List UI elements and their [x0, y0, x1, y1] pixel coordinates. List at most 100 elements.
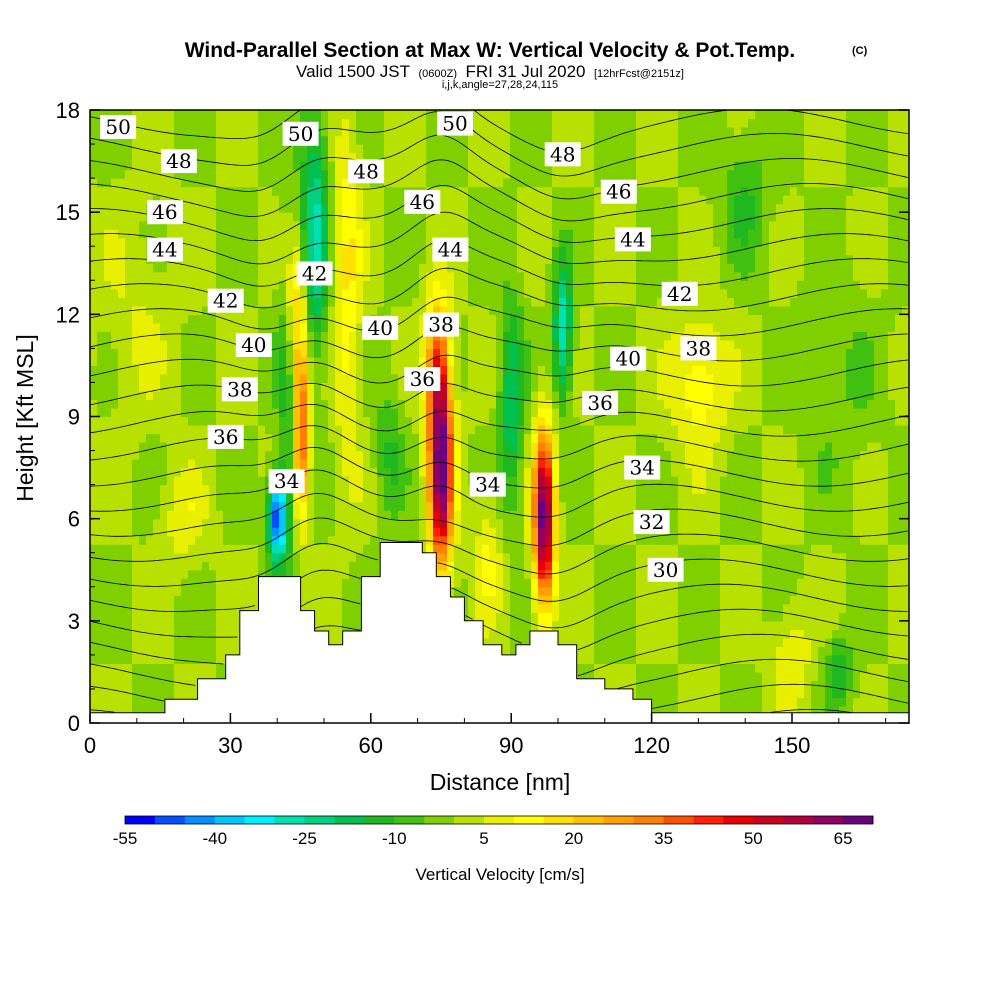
velocity-cell: [538, 544, 546, 554]
velocity-cell: [335, 629, 343, 639]
velocity-cell: [566, 280, 574, 290]
velocity-cell: [223, 118, 231, 128]
velocity-cell: [321, 450, 329, 460]
velocity-cell: [503, 229, 511, 239]
velocity-cell: [181, 373, 189, 384]
velocity-cell: [195, 612, 203, 622]
velocity-cell: [552, 493, 560, 503]
velocity-cell: [188, 297, 196, 307]
velocity-cell: [118, 212, 126, 222]
velocity-cell: [482, 373, 490, 384]
velocity-cell: [307, 407, 315, 418]
velocity-cell: [447, 365, 455, 375]
velocity-cell: [125, 297, 133, 307]
velocity-cell: [125, 365, 133, 375]
velocity-cell: [230, 339, 238, 349]
velocity-cell: [111, 569, 119, 579]
velocity-cell: [503, 586, 511, 596]
velocity-cell: [559, 535, 567, 545]
velocity-cell: [160, 365, 168, 375]
velocity-cell: [503, 501, 511, 511]
velocity-cell: [181, 425, 189, 435]
velocity-cell: [517, 220, 525, 230]
velocity-cell: [237, 459, 245, 469]
velocity-cell: [384, 467, 392, 477]
velocity-cell: [146, 510, 154, 520]
velocity-cell: [286, 527, 294, 537]
velocity-cell: [293, 339, 301, 349]
velocity-cell: [503, 646, 511, 656]
velocity-cell: [363, 493, 371, 503]
velocity-cell: [482, 280, 490, 290]
velocity-cell: [489, 425, 497, 435]
velocity-cell: [111, 263, 119, 273]
velocity-cell: [496, 271, 504, 281]
velocity-cell: [146, 110, 154, 120]
velocity-cell: [426, 110, 434, 120]
velocity-cell: [209, 178, 217, 188]
velocity-cell: [104, 646, 112, 656]
velocity-cell: [489, 280, 497, 290]
velocity-cell: [524, 612, 532, 622]
velocity-cell: [146, 169, 154, 179]
velocity-cell: [524, 322, 532, 332]
velocity-cell: [566, 271, 574, 281]
velocity-cell: [349, 527, 357, 537]
velocity-cell: [321, 603, 329, 613]
velocity-cell: [216, 373, 224, 384]
velocity-cell: [195, 527, 203, 537]
velocity-cell: [118, 416, 126, 426]
velocity-cell: [104, 212, 112, 222]
velocity-cell: [447, 339, 455, 349]
velocity-cell: [545, 544, 553, 554]
velocity-cell: [433, 510, 441, 520]
velocity-cell: [181, 476, 189, 486]
velocity-cell: [216, 186, 224, 196]
velocity-cell: [118, 671, 126, 682]
velocity-cell: [412, 127, 420, 137]
velocity-cell: [538, 220, 546, 230]
velocity-cell: [496, 161, 504, 171]
velocity-cell: [111, 237, 119, 247]
velocity-cell: [139, 331, 147, 341]
velocity-cell: [482, 561, 490, 571]
velocity-cell: [209, 118, 217, 128]
velocity-cell: [125, 280, 133, 290]
velocity-cell: [300, 390, 308, 401]
velocity-cell: [559, 348, 567, 358]
velocity-cell: [552, 203, 560, 213]
velocity-cell: [342, 229, 350, 239]
velocity-cell: [132, 203, 140, 213]
velocity-cell: [146, 578, 154, 588]
velocity-cell: [447, 544, 455, 554]
velocity-cell: [244, 569, 252, 579]
velocity-cell: [335, 271, 343, 281]
velocity-cell: [307, 322, 315, 332]
velocity-cell: [461, 459, 469, 469]
velocity-cell: [265, 561, 273, 571]
velocity-cell: [265, 254, 273, 264]
velocity-cell: [524, 552, 532, 562]
velocity-cell: [398, 118, 406, 128]
velocity-cell: [146, 195, 154, 205]
velocity-cell: [370, 442, 378, 452]
velocity-cell: [111, 433, 119, 443]
velocity-cell: [195, 195, 203, 205]
velocity-cell: [279, 297, 287, 307]
velocity-cell: [146, 663, 154, 673]
velocity-cell: [90, 510, 98, 520]
velocity-cell: [531, 271, 539, 281]
velocity-cell: [377, 416, 385, 426]
velocity-cell: [349, 229, 357, 239]
velocity-cell: [356, 527, 364, 537]
velocity-cell: [104, 203, 112, 213]
velocity-cell: [244, 535, 252, 545]
velocity-cell: [335, 433, 343, 443]
velocity-cell: [139, 373, 147, 384]
velocity-cell: [188, 552, 196, 562]
velocity-cell: [111, 544, 119, 554]
velocity-cell: [202, 671, 210, 682]
velocity-cell: [475, 493, 483, 503]
velocity-cell: [237, 246, 245, 256]
velocity-cell: [265, 178, 273, 188]
